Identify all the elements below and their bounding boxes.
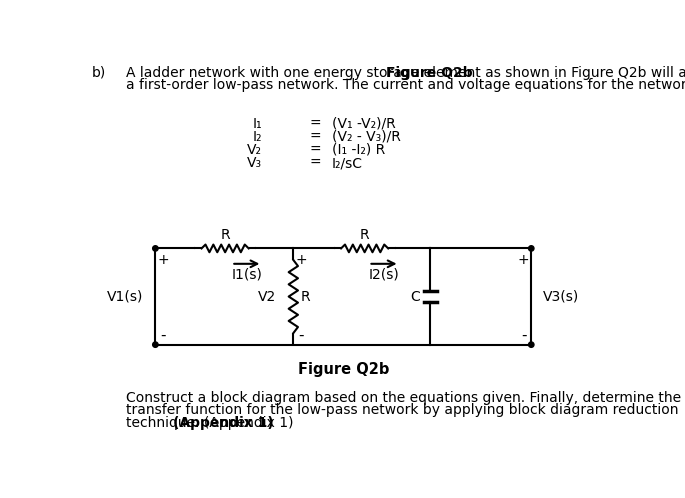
Text: R: R xyxy=(301,289,311,304)
Text: (V₁ -V₂)/R: (V₁ -V₂)/R xyxy=(332,117,396,131)
Text: transfer function for the low-pass network by applying block diagram reduction: transfer function for the low-pass netwo… xyxy=(126,403,678,417)
Text: (I₁ -I₂) R: (I₁ -I₂) R xyxy=(332,143,386,157)
Text: A ladder network with one energy storage element as shown in Figure Q2b will act: A ladder network with one energy storage… xyxy=(126,66,685,80)
Circle shape xyxy=(153,342,158,348)
Text: I₂: I₂ xyxy=(253,130,262,144)
Text: V₃: V₃ xyxy=(247,156,262,170)
Text: V2: V2 xyxy=(258,289,276,304)
Text: Figure Q2b: Figure Q2b xyxy=(297,362,389,377)
Text: I₁: I₁ xyxy=(253,117,262,131)
Text: C: C xyxy=(410,289,420,304)
Text: +: + xyxy=(518,253,530,267)
Text: R: R xyxy=(221,228,230,243)
Circle shape xyxy=(153,246,158,251)
Text: Figure Q2b: Figure Q2b xyxy=(386,66,473,80)
Text: Construct a block diagram based on the equations given. Finally, determine the: Construct a block diagram based on the e… xyxy=(126,391,681,405)
Text: V3(s): V3(s) xyxy=(543,289,579,304)
Text: =: = xyxy=(309,156,321,170)
Text: technique. (Appendix 1): technique. (Appendix 1) xyxy=(126,415,293,429)
Text: =: = xyxy=(309,143,321,157)
Text: R: R xyxy=(360,228,369,243)
Text: I2(s): I2(s) xyxy=(369,267,399,281)
Text: -: - xyxy=(299,328,304,343)
Text: V₂: V₂ xyxy=(247,143,262,157)
Text: -: - xyxy=(521,328,526,343)
Text: +: + xyxy=(158,253,169,267)
Text: =: = xyxy=(309,117,321,131)
Text: +: + xyxy=(295,253,307,267)
Text: V1(s): V1(s) xyxy=(108,289,144,304)
Text: I₂/sC: I₂/sC xyxy=(332,156,363,170)
Text: I1(s): I1(s) xyxy=(232,267,262,281)
Text: =: = xyxy=(309,130,321,144)
Text: a first-order low-pass network. The current and voltage equations for the networ: a first-order low-pass network. The curr… xyxy=(126,78,685,92)
Circle shape xyxy=(529,342,534,348)
Text: (Appendix 1): (Appendix 1) xyxy=(173,415,273,429)
Text: -: - xyxy=(160,328,166,343)
Circle shape xyxy=(529,246,534,251)
Text: b): b) xyxy=(92,66,106,80)
Text: (V₂ - V₃)/R: (V₂ - V₃)/R xyxy=(332,130,401,144)
